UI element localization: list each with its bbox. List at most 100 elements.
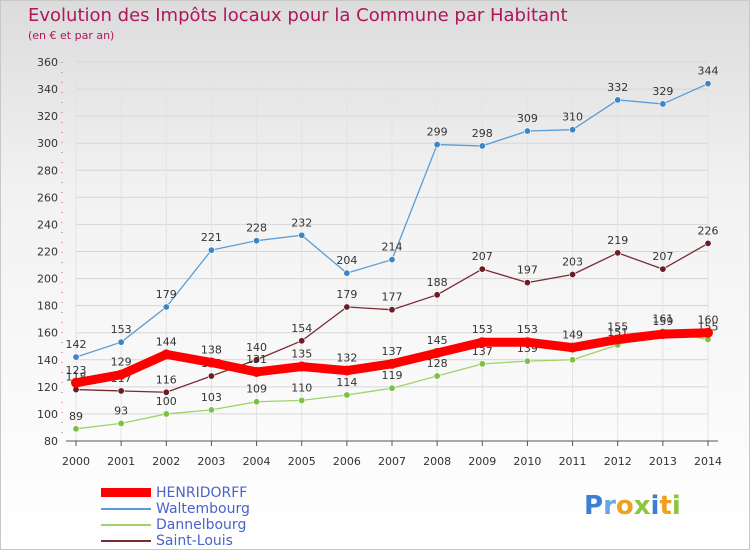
legend-label: Waltembourg <box>156 501 250 517</box>
data-point-dannelbourg <box>253 398 261 406</box>
data-point-waltembourg <box>704 80 712 88</box>
data-point-dannelbourg <box>72 425 80 433</box>
y-tick-label: 100 <box>37 408 58 421</box>
x-tick-label: 2002 <box>152 455 180 468</box>
x-tick-label: 2009 <box>468 455 496 468</box>
legend-swatch <box>101 488 151 497</box>
data-label-henridorff: 129 <box>111 356 132 369</box>
data-point-saint-louis <box>523 279 531 287</box>
data-point-henridorff <box>612 334 623 345</box>
data-label-dannelbourg: 103 <box>201 391 222 404</box>
data-label-saint-louis: 177 <box>382 291 403 304</box>
chart-subtitle: (en € et par an) <box>28 29 115 42</box>
data-point-henridorff <box>161 349 172 360</box>
data-label-dannelbourg: 89 <box>69 410 83 423</box>
data-point-waltembourg <box>298 231 306 239</box>
y-tick-label: 300 <box>37 137 58 150</box>
x-tick-label: 2000 <box>62 455 90 468</box>
data-label-henridorff: 137 <box>382 345 403 358</box>
y-tick-label: 280 <box>37 164 58 177</box>
data-point-dannelbourg <box>388 384 396 392</box>
data-label-henridorff: 153 <box>472 323 493 336</box>
data-point-saint-louis <box>117 387 125 395</box>
data-point-waltembourg <box>478 142 486 150</box>
data-label-waltembourg: 153 <box>111 323 132 336</box>
data-point-saint-louis <box>298 337 306 345</box>
x-tick-label: 2010 <box>513 455 541 468</box>
data-label-henridorff: 153 <box>517 323 538 336</box>
y-tick-label: 240 <box>37 218 58 231</box>
data-label-waltembourg: 299 <box>427 126 448 139</box>
data-label-henridorff: 159 <box>652 315 673 328</box>
legend-swatch <box>101 540 151 542</box>
data-point-henridorff <box>296 361 307 372</box>
data-label-waltembourg: 332 <box>607 81 628 94</box>
data-point-henridorff <box>341 365 352 376</box>
data-point-waltembourg <box>569 126 577 134</box>
data-point-dannelbourg <box>343 391 351 399</box>
y-tick-label: 340 <box>37 83 58 96</box>
data-label-waltembourg: 214 <box>382 241 403 254</box>
data-label-dannelbourg: 100 <box>156 395 177 408</box>
logo-letter: P <box>584 491 604 521</box>
data-label-henridorff: 149 <box>562 329 583 342</box>
data-label-saint-louis: 197 <box>517 264 538 277</box>
data-label-dannelbourg: 161 <box>652 312 673 325</box>
y-tick-label: 120 <box>37 381 58 394</box>
data-label-waltembourg: 344 <box>698 65 719 78</box>
logo-letter: o <box>615 491 634 521</box>
data-point-waltembourg <box>162 303 170 311</box>
data-point-saint-louis <box>569 271 577 279</box>
data-label-waltembourg: 142 <box>66 338 87 351</box>
data-label-dannelbourg: 137 <box>472 345 493 358</box>
data-label-waltembourg: 298 <box>472 127 493 140</box>
data-label-saint-louis: 140 <box>246 341 267 354</box>
data-point-henridorff <box>251 366 262 377</box>
data-label-henridorff: 135 <box>291 348 312 361</box>
data-point-henridorff <box>116 369 127 380</box>
y-tick-label: 80 <box>44 435 58 448</box>
data-point-waltembourg <box>433 141 441 149</box>
data-point-waltembourg <box>343 269 351 277</box>
logo-letter: r <box>603 491 616 521</box>
x-tick-label: 2001 <box>107 455 135 468</box>
data-point-dannelbourg <box>569 356 577 364</box>
data-point-saint-louis <box>478 265 486 273</box>
data-label-saint-louis: 154 <box>291 322 312 335</box>
data-label-dannelbourg: 93 <box>114 404 128 417</box>
data-point-saint-louis <box>162 388 170 396</box>
data-point-saint-louis <box>343 303 351 311</box>
data-label-saint-louis: 179 <box>336 288 357 301</box>
data-label-dannelbourg: 109 <box>246 383 267 396</box>
legend-swatch <box>101 508 151 510</box>
data-point-henridorff <box>432 348 443 359</box>
y-tick-label: 320 <box>37 110 58 123</box>
data-label-saint-louis: 219 <box>607 234 628 247</box>
data-label-waltembourg: 204 <box>336 254 357 267</box>
data-point-waltembourg <box>523 127 531 135</box>
data-label-dannelbourg: 114 <box>336 376 357 389</box>
data-label-saint-louis: 207 <box>472 250 493 263</box>
data-label-waltembourg: 179 <box>156 288 177 301</box>
data-point-dannelbourg <box>207 406 215 414</box>
proxiti-logo: Proxiti <box>584 491 681 521</box>
x-tick-label: 2008 <box>423 455 451 468</box>
logo-letter: i <box>650 491 660 521</box>
logo-letter: i <box>671 491 681 521</box>
data-point-waltembourg <box>614 96 622 104</box>
chart-title: Evolution des Impôts locaux pour la Comm… <box>28 5 568 26</box>
data-point-dannelbourg <box>162 410 170 418</box>
data-point-waltembourg <box>117 338 125 346</box>
data-label-saint-louis: 116 <box>156 373 177 386</box>
x-tick-label: 2014 <box>694 455 722 468</box>
y-tick-label: 200 <box>37 273 58 286</box>
data-label-henridorff: 123 <box>66 364 87 377</box>
y-tick-label: 220 <box>37 246 58 259</box>
data-label-waltembourg: 329 <box>652 85 673 98</box>
data-point-henridorff <box>703 327 713 338</box>
data-label-waltembourg: 310 <box>562 111 583 124</box>
data-label-waltembourg: 221 <box>201 231 222 244</box>
data-label-dannelbourg: 119 <box>382 369 403 382</box>
data-point-henridorff <box>657 329 668 340</box>
